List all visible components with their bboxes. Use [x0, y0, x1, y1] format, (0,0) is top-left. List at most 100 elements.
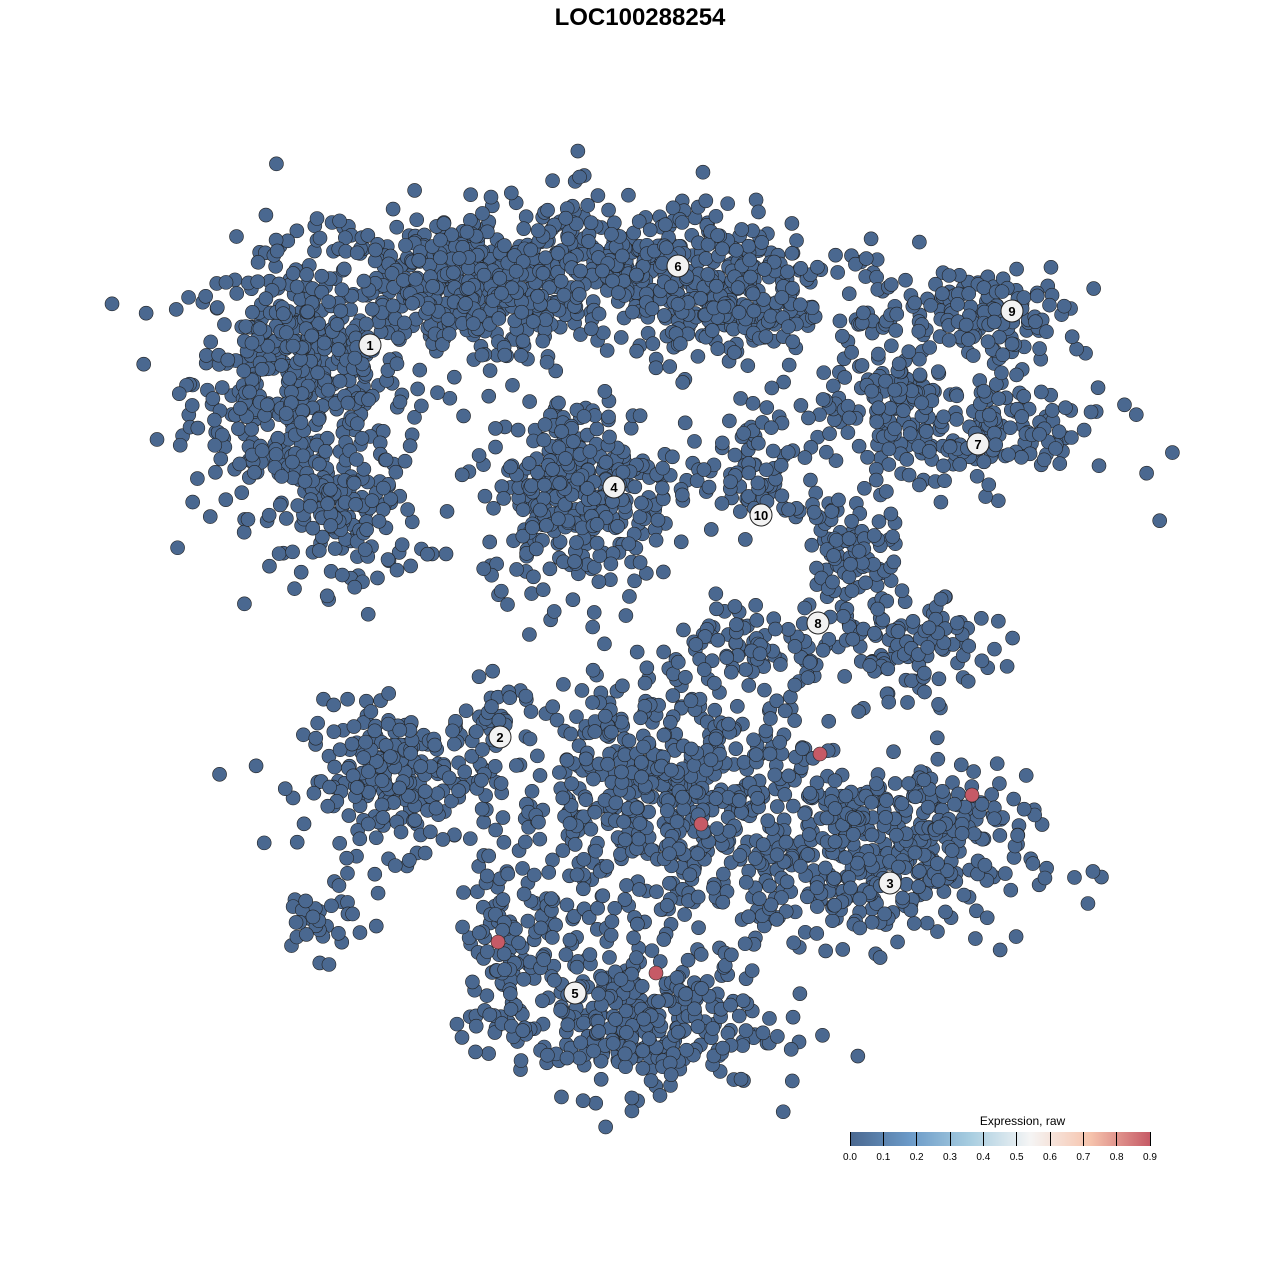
cell-point: [385, 298, 401, 314]
cell-point: [454, 1030, 470, 1045]
cell-point: [933, 494, 949, 510]
cell-point: [514, 304, 529, 320]
cell-point: [548, 917, 563, 933]
cell-point: [202, 509, 218, 524]
cell-point: [617, 1046, 633, 1062]
cell-point: [802, 785, 818, 801]
cell-point: [976, 454, 992, 470]
cell-point: [629, 267, 644, 283]
cell-point: [368, 242, 383, 258]
cell-point: [481, 1046, 496, 1061]
cell-point: [495, 892, 511, 907]
cell-point: [468, 1044, 483, 1060]
cell-point: [198, 348, 214, 363]
cell-point: [950, 296, 965, 312]
cell-point: [732, 848, 748, 863]
cell-point: [214, 427, 230, 443]
cell-point: [170, 540, 185, 556]
cell-point: [378, 452, 394, 468]
cell-point: [562, 932, 578, 948]
cell-point: [906, 916, 922, 931]
cell-point: [961, 286, 977, 301]
high-expression-point: [648, 965, 664, 981]
cell-point: [688, 637, 704, 652]
cell-point: [715, 1040, 731, 1056]
cell-point: [306, 785, 322, 801]
cell-point: [593, 1071, 609, 1087]
cell-point: [883, 506, 899, 522]
cell-point: [447, 369, 462, 385]
cell-point: [465, 974, 480, 990]
cell-point: [597, 708, 613, 724]
cell-point: [258, 291, 274, 306]
cell-point: [407, 410, 422, 425]
cell-point: [524, 478, 539, 494]
cell-point: [714, 496, 730, 511]
cell-point: [886, 744, 901, 760]
cell-point: [869, 414, 884, 430]
cell-point: [591, 574, 607, 589]
cell-point: [900, 695, 915, 710]
cell-point: [656, 564, 671, 580]
cell-point: [541, 865, 557, 880]
cell-point: [797, 450, 813, 465]
cell-point: [576, 1015, 591, 1031]
cell-point: [632, 408, 648, 423]
cell-point: [827, 801, 843, 816]
cell-point: [622, 589, 637, 604]
cell-point: [587, 724, 603, 739]
cluster-label-8: 8: [806, 611, 830, 635]
cell-point: [262, 558, 277, 574]
cell-point: [254, 443, 270, 458]
cell-point: [619, 878, 634, 893]
cell-point: [491, 311, 507, 326]
cell-point: [1037, 870, 1053, 886]
cell-point: [185, 494, 200, 510]
cell-point: [570, 471, 586, 487]
cell-point: [407, 183, 422, 198]
cell-point: [456, 408, 471, 424]
cell-point: [500, 597, 515, 612]
cell-point: [836, 609, 851, 624]
cell-point: [595, 888, 611, 904]
cell-point: [708, 586, 724, 602]
cell-point: [703, 522, 719, 537]
cell-point: [532, 768, 548, 783]
cell-point: [841, 286, 857, 302]
cell-point: [956, 887, 972, 903]
cell-point: [403, 558, 418, 574]
cell-point: [715, 894, 731, 910]
cell-point: [522, 731, 538, 747]
cell-point: [740, 358, 756, 373]
cell-point: [605, 1036, 621, 1051]
cell-point: [634, 978, 650, 994]
cell-point: [585, 619, 600, 635]
cell-point: [738, 875, 754, 890]
cell-point: [207, 412, 222, 428]
cell-point: [690, 846, 706, 861]
cell-point: [354, 430, 370, 446]
cell-point: [425, 279, 440, 294]
cell-point: [327, 759, 342, 775]
cell-point: [755, 1025, 771, 1041]
cell-point: [136, 356, 151, 372]
cell-point: [733, 391, 748, 406]
cell-point: [852, 920, 868, 936]
cell-point: [901, 776, 917, 791]
cell-point: [260, 397, 275, 413]
cell-point: [285, 544, 300, 560]
cell-point: [482, 363, 498, 378]
cell-point: [991, 493, 1006, 509]
cell-point: [1006, 791, 1021, 807]
cell-point: [632, 882, 647, 897]
cell-point: [662, 359, 678, 374]
cell-point: [367, 866, 383, 882]
cell-point: [1033, 384, 1049, 400]
cell-point: [535, 266, 551, 281]
colorbar-legend: Expression, raw 0.0 0.1 0.2 0.3 0.4 0.5 0.6 0.7…: [840, 1114, 1160, 1163]
cell-point: [815, 1027, 830, 1043]
colorbar-tick-label: 0.6: [1043, 1152, 1057, 1163]
cell-point: [894, 583, 910, 599]
cell-point: [585, 695, 600, 710]
cell-point: [279, 325, 294, 340]
